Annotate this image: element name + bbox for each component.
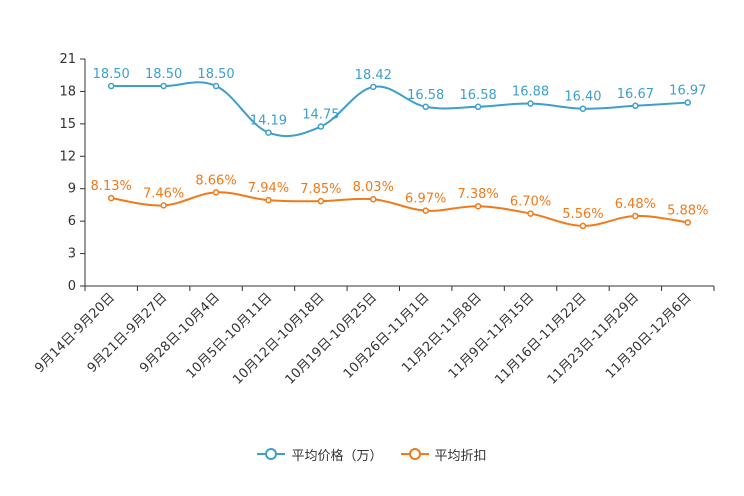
y-tick-label: 6	[68, 214, 76, 229]
series-1-data-label: 7.85%	[300, 182, 341, 197]
series-1-data-label: 7.94%	[248, 181, 289, 196]
y-tick-label: 9	[68, 182, 76, 197]
legend-item-price[interactable]: 平均价格（万）	[257, 445, 383, 464]
series-0-point[interactable]	[632, 102, 639, 110]
series-1-data-label: 5.88%	[667, 203, 708, 218]
series-1-point[interactable]	[422, 207, 429, 214]
series-1-point[interactable]	[107, 194, 115, 202]
legend-item-discount[interactable]: 平均折扣	[400, 445, 487, 464]
series-1-point[interactable]	[684, 219, 692, 226]
series-1-data-label: 8.66%	[195, 173, 236, 188]
series-0-data-label: 18.42	[355, 68, 392, 83]
series-1-data-label: 6.48%	[615, 197, 656, 212]
series-0-data-label: 18.50	[197, 67, 234, 82]
series-1-point[interactable]	[632, 212, 639, 220]
x-tick-label: 10月19日-10月25日	[283, 290, 380, 387]
series-line-1	[111, 191, 688, 227]
series-0-data-label: 16.58	[460, 88, 497, 103]
series-1-point[interactable]	[579, 222, 587, 230]
series-0-point[interactable]	[212, 82, 220, 90]
legend-price-label: 平均价格（万）	[291, 448, 383, 464]
series-0-point[interactable]	[474, 103, 482, 111]
series-0-point[interactable]	[527, 100, 534, 107]
series-0-point[interactable]	[317, 123, 325, 130]
series-0-data-label: 14.19	[250, 114, 287, 129]
series-0-data-label: 18.50	[145, 67, 182, 82]
legend-price-marker-icon	[257, 448, 286, 460]
y-tick-label: 15	[59, 117, 76, 132]
x-tick-label: 11月23日-11月29日	[545, 290, 642, 387]
series-1-point[interactable]	[370, 195, 377, 203]
series-1-data-label: 7.38%	[457, 187, 498, 202]
legend-discount-label: 平均折扣	[434, 448, 487, 464]
series-0-data-label: 16.88	[512, 85, 549, 100]
series-1-data-label: 5.56%	[562, 207, 603, 222]
series-1-point[interactable]	[265, 196, 272, 204]
series-1-point[interactable]	[212, 189, 220, 196]
series-1-data-label: 8.03%	[353, 180, 394, 195]
series-0-point[interactable]	[422, 103, 429, 111]
legend-discount-marker-icon	[400, 448, 429, 460]
y-tick-label: 18	[59, 84, 76, 99]
series-0-point[interactable]	[107, 82, 115, 90]
series-1-data-label: 7.46%	[143, 186, 184, 201]
series-0-point[interactable]	[684, 99, 692, 106]
series-0-data-label: 16.97	[669, 84, 706, 99]
series-0-data-label: 16.67	[617, 87, 654, 102]
series-1-point[interactable]	[160, 202, 167, 209]
x-tick-label: 11月16日-11月22日	[492, 290, 589, 387]
series-0-data-label: 18.50	[93, 67, 130, 82]
series-0-point[interactable]	[370, 83, 377, 91]
y-tick-label: 12	[59, 149, 76, 164]
series-0-data-label: 16.40	[564, 90, 601, 105]
series-0-data-label: 14.75	[302, 108, 339, 123]
legend: 平均价格（万） 平均折扣	[0, 444, 744, 464]
y-tick-label: 0	[68, 279, 76, 294]
series-0-point[interactable]	[579, 105, 587, 112]
series-0-point[interactable]	[265, 129, 272, 136]
series-0-point[interactable]	[160, 82, 167, 90]
y-tick-label: 3	[68, 247, 76, 262]
series-1-data-label: 8.13%	[91, 179, 132, 194]
series-1-point[interactable]	[317, 197, 325, 205]
series-1-data-label: 6.70%	[510, 195, 551, 210]
series-1-data-label: 6.97%	[405, 192, 446, 207]
series-0-data-label: 16.58	[407, 88, 444, 103]
series-1-point[interactable]	[474, 202, 482, 210]
x-tick-label: 10月12日-10月18日	[230, 290, 327, 387]
series-1-point[interactable]	[527, 210, 534, 217]
y-tick-label: 21	[59, 52, 76, 67]
